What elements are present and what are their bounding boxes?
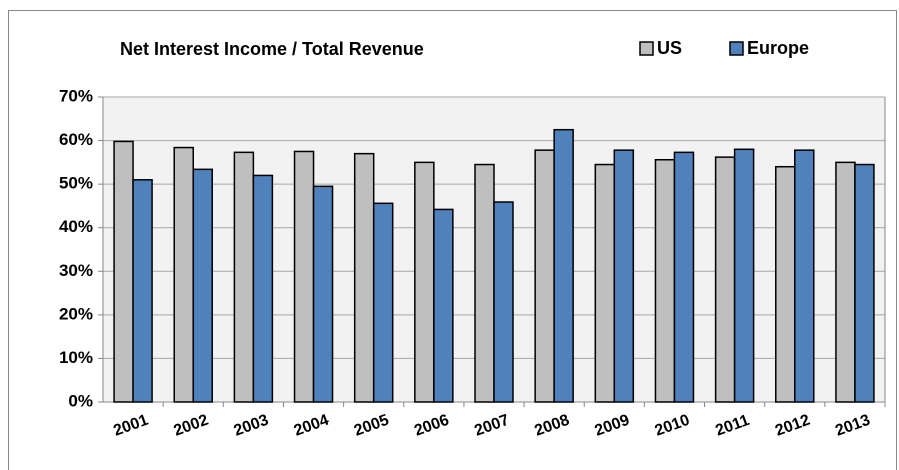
y-tick-label: 70% — [59, 86, 93, 105]
bar — [714, 156, 736, 403]
y-tick-label: 0% — [68, 391, 93, 410]
bar — [654, 158, 676, 403]
bar — [835, 161, 856, 403]
legend-swatch — [729, 41, 744, 56]
bar — [733, 148, 755, 403]
bar — [433, 208, 454, 403]
bar — [854, 163, 875, 403]
y-tick-label: 20% — [59, 304, 93, 323]
legend-label: Europe — [747, 38, 809, 58]
y-tick-label: 40% — [59, 217, 93, 236]
bar — [173, 146, 194, 403]
bar — [493, 201, 514, 403]
bar — [353, 152, 375, 403]
chart-title: Net Interest Income / Total Revenue — [120, 39, 424, 59]
y-tick-label: 10% — [59, 348, 93, 367]
bar — [474, 163, 495, 403]
bar — [312, 185, 334, 403]
bar — [252, 174, 274, 403]
bar — [794, 149, 815, 403]
bar — [113, 140, 134, 403]
y-tick-label: 50% — [59, 174, 93, 193]
bar — [192, 168, 213, 403]
bar — [372, 202, 394, 403]
bar — [534, 149, 555, 403]
y-tick-label: 30% — [59, 261, 93, 280]
bar — [293, 150, 315, 403]
bar — [613, 149, 635, 403]
bar — [775, 165, 796, 403]
bar — [673, 151, 695, 403]
bar — [553, 128, 574, 403]
bar — [594, 163, 616, 403]
legend-label: US — [657, 38, 682, 58]
y-tick-label: 60% — [59, 130, 93, 149]
legend-swatch — [639, 41, 654, 56]
bar — [132, 179, 153, 403]
bar — [414, 161, 435, 403]
bar — [233, 151, 255, 403]
